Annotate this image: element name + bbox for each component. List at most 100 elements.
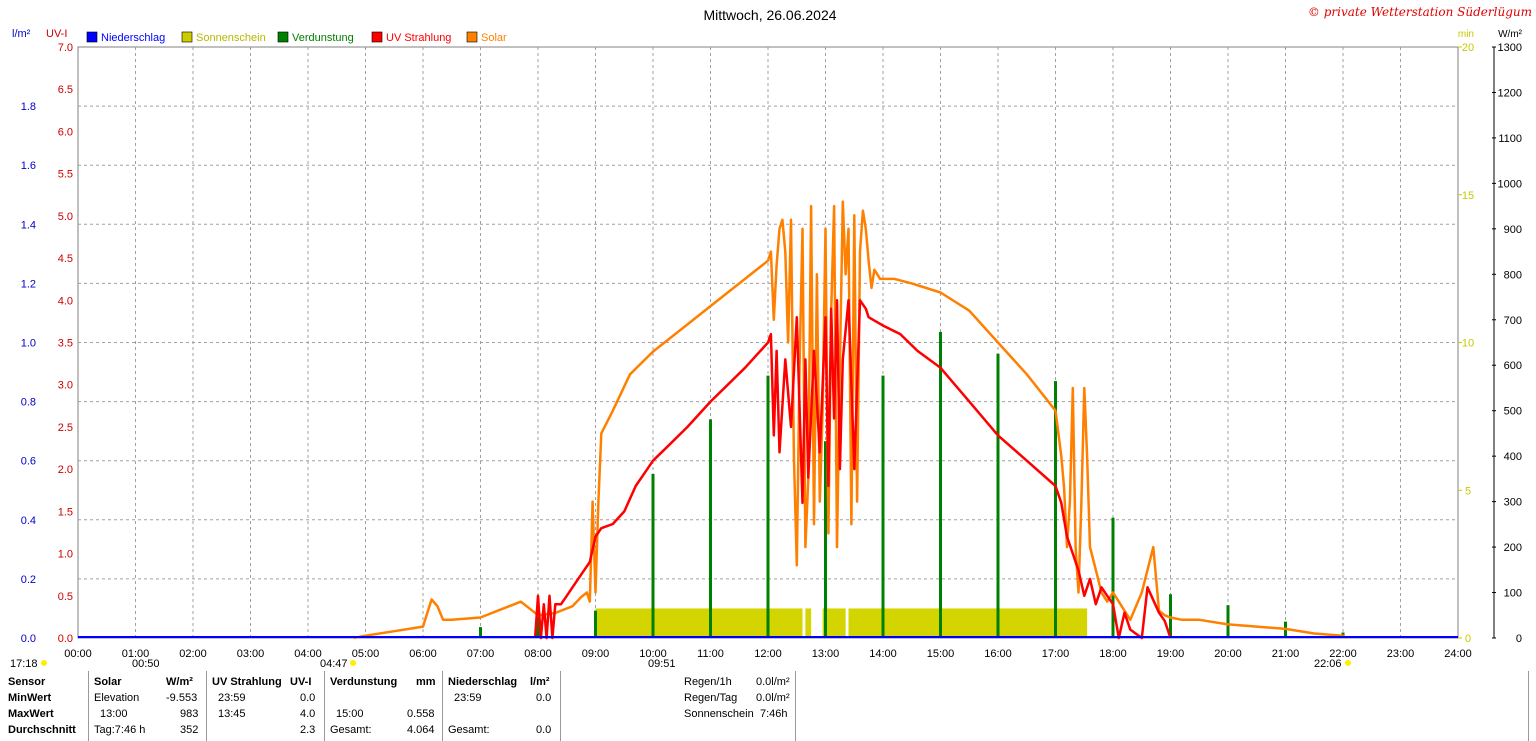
header-uv: UV Strahlung [212,676,282,688]
cell: 0.558 [407,708,435,720]
solar-tick-label: 200 [1504,542,1522,554]
divider [442,671,443,741]
x-tick-label: 03:00 [237,648,265,660]
x-tick-label: 09:00 [582,648,610,660]
precip-tick-label: 0.4 [21,515,36,527]
solar-tick-label: 900 [1504,224,1522,236]
sun-unit-label: min [1458,29,1474,40]
evaporation-bar [651,473,655,638]
series-lines [353,200,1347,640]
legend-swatch [466,31,478,43]
evaporation-bar [766,375,770,638]
x-tick-label: 02:00 [179,648,207,660]
row-label: MaxWert [8,708,54,720]
cell: 23:59 [454,692,482,704]
evaporation-bar [594,610,597,638]
uv-tick-label: 0.0 [58,633,73,645]
precip-tick-label: 1.2 [21,278,36,290]
legend-label: Sonnenschein [196,32,266,44]
cell: Gesamt: [330,724,372,736]
extra-value: 0.0l/m² [756,692,790,704]
evaporation-bar [1169,594,1172,638]
sun-tick-label: 15 [1462,190,1474,202]
cell: 13:00 [100,708,128,720]
x-tick-label: 10:00 [639,648,667,660]
solar-tick-label: 1000 [1498,178,1522,190]
axis-labels: 0.0 0.2 0.4 0.6 0.8 1.0 1.2 1.4 1.6 1.8 0.0 0.5 1.0 1… [21,42,1522,660]
evaporation-bar [1111,517,1115,638]
x-tick-label: 07:00 [467,648,495,660]
sunshine-bar [822,608,846,638]
sun-markers: 17:18 00:50 04:47 09:51 22:06 [10,658,1351,670]
evaporation-bar [881,375,885,638]
row-label: MinWert [8,692,52,704]
sunrise-icon [350,660,356,666]
precip-tick-label: 0.6 [21,456,36,468]
x-tick-label: 24:00 [1444,648,1472,660]
legend-label: Verdunstung [292,32,354,44]
x-tick-label: 21:00 [1272,648,1300,660]
extra-label: Sonnenschein [684,708,754,720]
uv-tick-label: 6.0 [58,126,73,138]
x-tick-label: 05:00 [352,648,380,660]
solar-tick-label: 100 [1504,588,1522,600]
uv-tick-label: 5.0 [58,211,73,223]
chart-title: Mittwoch, 26.06.2024 [703,7,836,23]
header-uv-unit: UV-I [290,676,312,688]
solar-tick-label: 300 [1504,497,1522,509]
divider [88,671,89,741]
solar-tick-label: 800 [1504,269,1522,281]
x-tick-label: 19:00 [1157,648,1185,660]
cell: -9.553 [166,692,198,704]
legend-label: Niederschlag [101,32,165,44]
extra-label: Regen/1h [684,676,732,688]
x-tick-label: 16:00 [984,648,1012,660]
evaporation-bar [996,353,1000,638]
cell: 13:45 [218,708,246,720]
solar-tick-label: 1300 [1498,42,1522,54]
header-niederschlag-unit: l/m² [530,676,550,688]
evaporation-bars [479,331,1345,638]
cell: 23:59 [218,692,246,704]
divider [206,671,207,741]
moon-time-right: 09:51 [648,658,676,670]
uv-tick-label: 4.5 [58,253,73,265]
daylength-label: 17:18 [10,658,38,670]
solar-tick-label: 1100 [1498,133,1522,145]
sunshine-bars [595,608,1088,638]
cell: 4.064 [407,724,435,736]
sunshine-bar [848,608,1088,638]
cell: Elevation [94,692,140,704]
uv-tick-label: 2.0 [58,464,73,476]
divider [324,671,325,741]
evaporation-bar [824,441,827,638]
uv-tick-label: 3.0 [58,380,73,392]
sunshine-bar [805,608,812,638]
divider [560,671,561,741]
solar-tick-label: 700 [1504,315,1522,327]
x-tick-label: 13:00 [812,648,840,660]
solar-unit-label: W/m² [1498,29,1523,40]
sun-tick-label: 20 [1462,42,1474,54]
sun-tick-label: 0 [1465,633,1471,645]
evaporation-bar [1226,605,1230,638]
uv-tick-label: 1.0 [58,549,73,561]
cell: 0.0 [536,692,552,704]
legend-swatch [277,31,289,43]
legend-swatch [371,31,383,43]
uv-tick-label: 1.5 [58,506,73,518]
legend: Niederschlag Sonnenschein Verdunstung UV St… [86,31,507,44]
uv-line [533,299,1172,640]
uv-tick-label: 4.0 [58,295,73,307]
row-label: Durchschnitt [8,724,76,736]
watermark: © private Wetterstation Süderlügum [1308,5,1532,19]
solar-tick-label: 0 [1516,633,1522,645]
weather-chart: Mittwoch, 26.06.2024 © private Wettersta… [10,5,1532,670]
precip-tick-label: 1.4 [21,219,36,231]
cell: 0.0 [300,692,316,704]
header-solar: Solar [94,676,122,688]
x-tick-label: 06:00 [409,648,437,660]
x-tick-label: 00:00 [64,648,92,660]
legend-swatch [86,31,98,43]
uv-tick-label: 2.5 [58,422,73,434]
